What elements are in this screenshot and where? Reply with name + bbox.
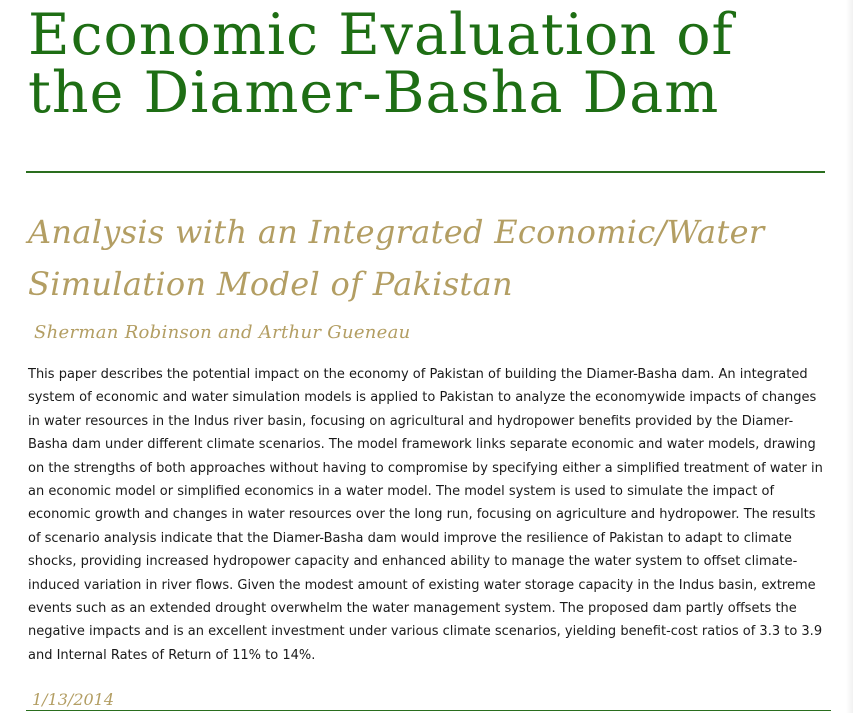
subtitle-line-2: Simulation Model of Pakistan — [28, 265, 513, 303]
abstract-text: This paper describes the potential impac… — [28, 367, 823, 663]
title-line-2: the Diamer-Basha Dam — [28, 60, 720, 126]
authors: Sherman Robinson and Arthur Gueneau — [34, 322, 411, 343]
subtitle-line-1: Analysis with an Integrated Economic/Wat… — [28, 213, 765, 251]
footer-divider — [26, 710, 831, 711]
page-edge-shadow — [846, 0, 853, 713]
publication-date: 1/13/2014 — [32, 690, 115, 709]
title-line-1: Economic Evaluation of — [28, 2, 734, 68]
title-divider — [26, 171, 825, 173]
document-title: Economic Evaluation of the Diamer-Basha … — [28, 6, 828, 122]
document-subtitle: Analysis with an Integrated Economic/Wat… — [28, 206, 828, 310]
